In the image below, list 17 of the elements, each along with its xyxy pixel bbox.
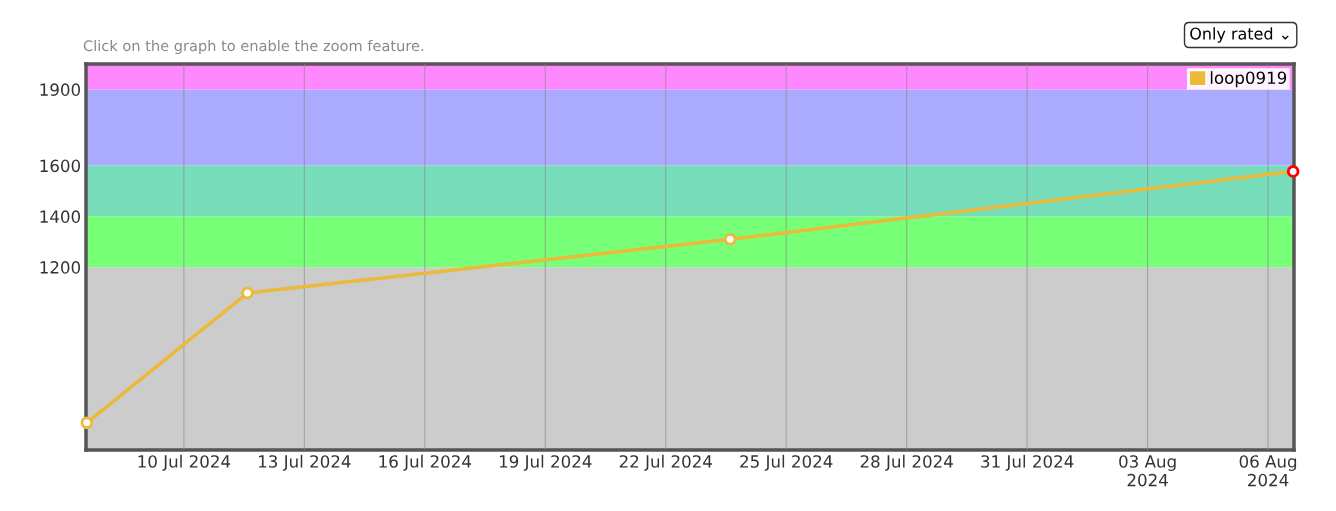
y-tick-label: 1600 — [40, 159, 81, 173]
x-tick-label: 28 Jul 2024 — [860, 454, 953, 471]
y-tick-label: 1900 — [40, 83, 81, 96]
x-tick-label: 22 Jul 2024 — [619, 454, 712, 471]
x-tick-label: 25 Jul 2024 — [740, 454, 833, 471]
x-tick-label: 03 Aug 2024 — [1119, 455, 1176, 487]
y-tick-label: 1200 — [40, 261, 81, 274]
y-tick-label: 1400 — [40, 210, 81, 223]
legend-label: loop0919 — [1210, 71, 1287, 88]
text: Click on the graph to enable the zoom feature. — [83, 39, 424, 55]
x-tick-label: 13 Jul 2024 — [259, 454, 351, 471]
text: Only rated ⌄ — [1190, 27, 1289, 43]
x-tick-label: 06 Aug 2024 — [1239, 455, 1297, 487]
x-tick-label: 19 Jul 2024 — [499, 454, 592, 471]
x-tick-label: 10 Jul 2024 — [138, 454, 231, 471]
x-tick-label: 16 Jul 2024 — [379, 454, 472, 471]
x-tick-label: 31 Jul 2024 — [981, 454, 1074, 471]
